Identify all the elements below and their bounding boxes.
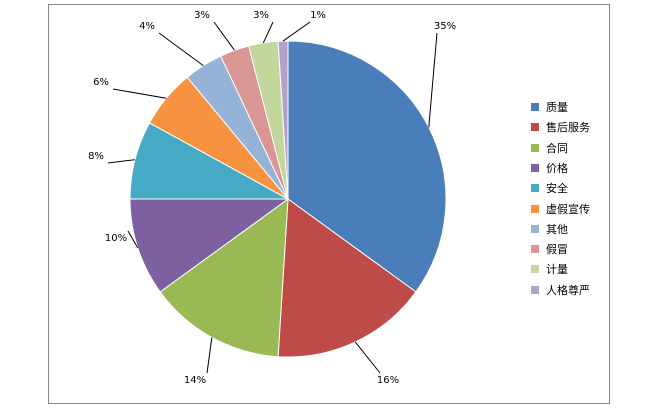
label-leader-lines — [107, 21, 438, 374]
legend-swatch — [531, 184, 539, 193]
leader-line-1 — [428, 32, 438, 128]
legend-label: 其他 — [546, 222, 568, 236]
legend-item-10: 人格尊严 — [531, 281, 590, 299]
data-label-6: 6% — [93, 77, 109, 88]
legend-swatch — [531, 163, 539, 172]
legend-item-7: 其他 — [531, 220, 568, 238]
legend-label: 合同 — [546, 141, 568, 155]
data-label-10: 1% — [310, 10, 326, 21]
legend-item-9: 计量 — [531, 260, 568, 278]
data-label-8: 3% — [194, 10, 210, 21]
legend-label: 价格 — [546, 161, 568, 175]
legend-item-8: 假冒 — [531, 240, 568, 258]
data-labels: 35% 16% 14% 10% 8% 6% 4% 3% 3% 1% — [88, 10, 456, 386]
legend-label: 安全 — [546, 182, 568, 196]
legend-swatch — [531, 224, 539, 233]
leader-line-8 — [213, 21, 235, 51]
leader-line-4 — [127, 230, 139, 249]
legend-swatch — [531, 204, 539, 213]
pie-slice-3 — [159, 197, 289, 358]
legend-swatch — [531, 245, 539, 254]
legend-item-4: 价格 — [531, 159, 568, 177]
pie-slice-10 — [277, 40, 289, 200]
legend-item-1: 质量 — [531, 98, 568, 116]
leader-line-5 — [107, 159, 136, 164]
legend-item-3: 合同 — [531, 139, 568, 157]
leader-line-10 — [282, 21, 311, 42]
data-label-9: 3% — [253, 10, 269, 21]
legend-label: 售后服务 — [546, 121, 590, 135]
legend-swatch — [531, 123, 539, 132]
leader-line-7 — [158, 32, 204, 66]
data-label-2: 16% — [377, 375, 399, 386]
legend-swatch — [531, 103, 539, 111]
legend-item-2: 售后服务 — [531, 118, 590, 136]
legend-swatch — [531, 265, 539, 274]
legend-label: 假冒 — [546, 243, 568, 257]
data-label-5: 8% — [88, 151, 104, 162]
legend-label: 计量 — [546, 263, 568, 277]
data-label-4: 10% — [105, 233, 127, 244]
legend-label: 虚假宣传 — [546, 202, 590, 216]
pie-slices — [129, 40, 447, 358]
leader-line-9 — [262, 21, 274, 44]
legend-item-5: 安全 — [531, 179, 568, 197]
data-label-1: 35% — [434, 21, 456, 32]
legend-item-6: 虚假宣传 — [531, 200, 590, 218]
leader-line-6 — [112, 88, 167, 99]
legend-label: 质量 — [546, 101, 568, 114]
legend-swatch — [531, 285, 539, 294]
leader-line-2 — [354, 341, 381, 374]
leader-line-3 — [206, 337, 213, 374]
legend-swatch — [531, 143, 539, 152]
legend-label: 人格尊严 — [546, 283, 590, 297]
data-label-3: 14% — [184, 375, 206, 386]
data-label-7: 4% — [139, 21, 155, 32]
